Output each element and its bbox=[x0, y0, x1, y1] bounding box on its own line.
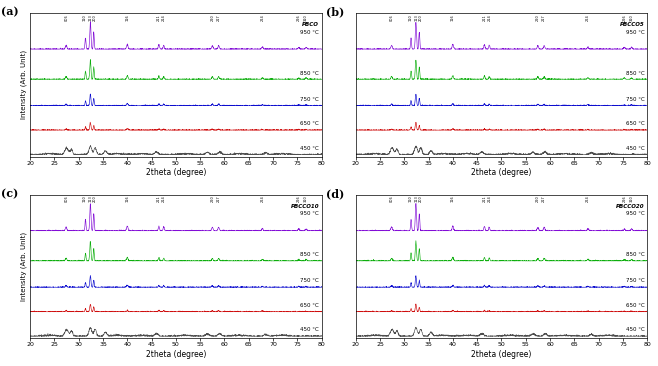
Text: 113: 113 bbox=[89, 14, 93, 21]
Text: 850 °C: 850 °C bbox=[626, 71, 645, 75]
Text: 110: 110 bbox=[409, 196, 413, 202]
Text: 650 °C: 650 °C bbox=[301, 303, 319, 308]
Text: 200: 200 bbox=[93, 196, 97, 202]
Text: 116: 116 bbox=[451, 196, 455, 202]
Text: 224: 224 bbox=[586, 14, 590, 21]
Text: 113: 113 bbox=[415, 196, 418, 202]
Text: 224: 224 bbox=[586, 196, 590, 202]
Text: 006: 006 bbox=[390, 196, 394, 202]
Text: 310: 310 bbox=[304, 14, 308, 21]
Text: 226: 226 bbox=[622, 14, 626, 21]
Text: 214: 214 bbox=[488, 14, 492, 21]
Text: 214: 214 bbox=[488, 196, 492, 202]
Text: 750 °C: 750 °C bbox=[301, 279, 319, 284]
Text: PBCO: PBCO bbox=[302, 22, 319, 27]
Text: 750 °C: 750 °C bbox=[626, 97, 645, 102]
Text: 220: 220 bbox=[211, 196, 215, 202]
X-axis label: 2theta (degree): 2theta (degree) bbox=[145, 168, 206, 178]
Text: 200: 200 bbox=[418, 14, 422, 21]
Text: 214: 214 bbox=[162, 14, 166, 21]
Text: 450 °C: 450 °C bbox=[626, 328, 645, 332]
X-axis label: 2theta (degree): 2theta (degree) bbox=[471, 168, 532, 178]
Text: 450 °C: 450 °C bbox=[626, 146, 645, 151]
Text: 217: 217 bbox=[542, 14, 546, 21]
Text: 750 °C: 750 °C bbox=[626, 279, 645, 284]
Text: PBCCO20: PBCCO20 bbox=[616, 203, 645, 209]
Text: 116: 116 bbox=[125, 196, 130, 202]
Text: 217: 217 bbox=[542, 196, 546, 202]
Text: 750 °C: 750 °C bbox=[301, 97, 319, 102]
Text: (a): (a) bbox=[1, 6, 18, 17]
Text: 116: 116 bbox=[451, 14, 455, 21]
Text: PBCCO5: PBCCO5 bbox=[620, 22, 645, 27]
Text: 220: 220 bbox=[536, 196, 540, 202]
Text: 220: 220 bbox=[536, 14, 540, 21]
Text: 950 °C: 950 °C bbox=[301, 211, 319, 216]
Text: 006: 006 bbox=[390, 14, 394, 21]
Text: PBCCO10: PBCCO10 bbox=[291, 203, 319, 209]
Text: 650 °C: 650 °C bbox=[626, 303, 645, 308]
Text: 217: 217 bbox=[216, 14, 220, 21]
Text: 224: 224 bbox=[261, 196, 265, 202]
Text: 450 °C: 450 °C bbox=[301, 328, 319, 332]
Text: (b): (b) bbox=[326, 6, 345, 17]
Text: (d): (d) bbox=[326, 188, 345, 199]
Text: 226: 226 bbox=[297, 196, 301, 202]
Text: 116: 116 bbox=[125, 14, 130, 21]
Text: 310: 310 bbox=[630, 196, 634, 202]
Text: 850 °C: 850 °C bbox=[301, 252, 319, 257]
Text: 110: 110 bbox=[83, 196, 87, 202]
Text: 214: 214 bbox=[162, 196, 166, 202]
Text: 006: 006 bbox=[64, 14, 68, 21]
Text: 310: 310 bbox=[304, 196, 308, 202]
Text: 113: 113 bbox=[89, 196, 93, 202]
Text: 006: 006 bbox=[64, 196, 68, 202]
Text: 200: 200 bbox=[93, 14, 97, 21]
Text: 211: 211 bbox=[157, 196, 161, 202]
Text: 650 °C: 650 °C bbox=[301, 122, 319, 126]
Text: 450 °C: 450 °C bbox=[301, 146, 319, 151]
Text: 850 °C: 850 °C bbox=[301, 71, 319, 75]
Text: 310: 310 bbox=[630, 14, 634, 21]
Text: 850 °C: 850 °C bbox=[626, 252, 645, 257]
Text: 211: 211 bbox=[157, 14, 161, 21]
Text: 217: 217 bbox=[216, 196, 220, 202]
Y-axis label: Intensity (Arb. Unit): Intensity (Arb. Unit) bbox=[21, 51, 28, 119]
Text: 224: 224 bbox=[261, 14, 265, 21]
Text: 113: 113 bbox=[415, 14, 418, 21]
Text: 220: 220 bbox=[211, 14, 215, 21]
Text: 950 °C: 950 °C bbox=[626, 30, 645, 34]
Text: 650 °C: 650 °C bbox=[626, 122, 645, 126]
Text: 211: 211 bbox=[482, 196, 486, 202]
Text: 110: 110 bbox=[409, 14, 413, 21]
Text: 200: 200 bbox=[418, 196, 422, 202]
Text: 950 °C: 950 °C bbox=[301, 30, 319, 34]
Text: (c): (c) bbox=[1, 188, 18, 199]
Text: 950 °C: 950 °C bbox=[626, 211, 645, 216]
X-axis label: 2theta (degree): 2theta (degree) bbox=[471, 350, 532, 359]
Text: 110: 110 bbox=[83, 14, 87, 21]
Text: 226: 226 bbox=[622, 196, 626, 202]
Y-axis label: Intensity (Arb. Unit): Intensity (Arb. Unit) bbox=[21, 232, 28, 301]
Text: 226: 226 bbox=[297, 14, 301, 21]
Text: 211: 211 bbox=[482, 14, 486, 21]
X-axis label: 2theta (degree): 2theta (degree) bbox=[145, 350, 206, 359]
